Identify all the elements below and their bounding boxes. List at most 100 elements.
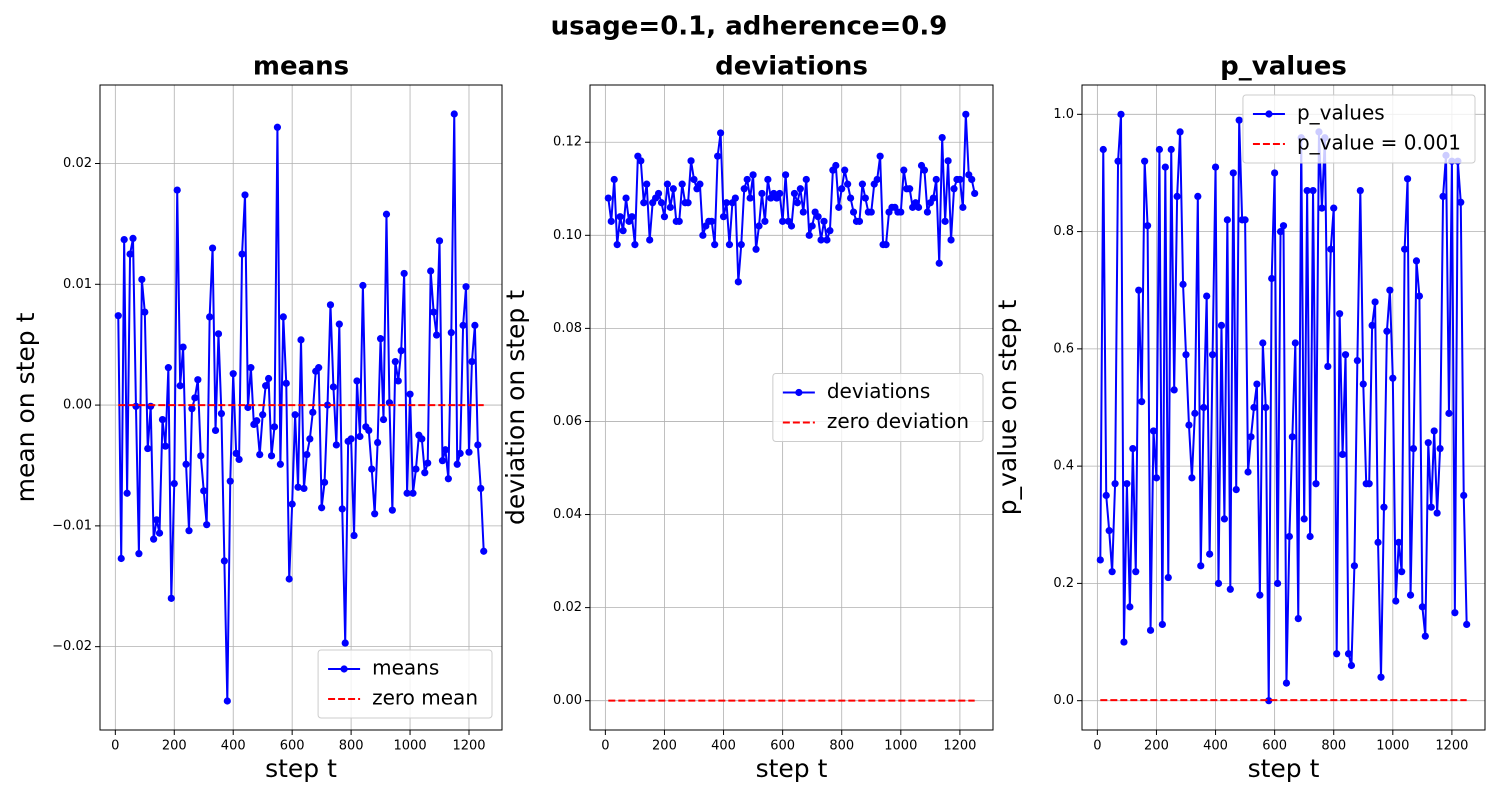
data-point [631,241,639,249]
y-tick-label: 0.0 [1053,693,1074,708]
data-point [200,487,208,495]
data-point [1409,444,1418,453]
data-point [1235,116,1243,124]
data-point [432,331,441,339]
data-point [114,312,122,320]
data-point [1138,398,1146,406]
data-point [844,180,852,188]
data-point [755,222,763,230]
y-tick-label: 0.2 [1053,576,1074,591]
data-point [699,231,707,239]
data-point [1105,527,1113,535]
data-point [150,535,158,543]
data-point [752,245,760,253]
data-point [267,452,276,460]
data-point [194,376,202,384]
data-point [1436,444,1444,453]
data-point [132,402,140,410]
y-tick-label: 0.12 [553,135,582,150]
data-point [315,364,323,372]
data-point [418,435,426,443]
data-point [217,409,226,418]
data-point [235,455,243,464]
data-point [1211,163,1220,171]
legend-label: p_value = 0.001 [1297,131,1461,155]
data-point [808,222,816,230]
data-point [167,594,175,602]
data-point [1371,298,1379,306]
data-point [1306,532,1314,541]
data-point [1114,157,1122,165]
data-point [320,478,329,486]
y-axis-label: mean on step t [11,312,40,502]
data-point [920,166,929,174]
data-point [288,500,296,508]
data-point [1214,579,1223,588]
data-point [359,281,367,290]
data-point [1300,515,1308,523]
data-point [746,194,754,202]
data-point [1259,339,1267,347]
data-point [740,185,748,193]
data-point [397,347,405,355]
data-point [382,210,391,218]
data-point [749,171,757,179]
data-point [341,639,349,647]
data-point [424,459,432,467]
legend-box [772,373,984,442]
data-point [465,448,473,456]
y-tick-label: 0.4 [1053,459,1074,474]
data-point [291,411,299,419]
data-point [1179,280,1187,288]
data-point [758,189,766,198]
data-point [279,313,287,321]
data-point [1271,169,1279,177]
data-point [438,457,447,465]
data-point [1312,480,1320,488]
legend-box [1242,94,1476,164]
data-point [1380,503,1388,511]
data-point [1164,573,1172,582]
data-point [787,222,796,230]
x-tick-label: 600 [1262,739,1287,754]
legend-marker [795,388,803,397]
axes-title: p_values [1220,52,1347,82]
data-point [262,382,270,390]
data-point [335,320,343,328]
data-point [604,194,612,202]
data-point [1126,603,1134,611]
data-point [719,213,728,221]
y-tick-label: 1.0 [1053,107,1074,122]
data-point [303,451,311,459]
data-point [400,269,408,278]
data-point [394,377,402,385]
data-point [409,489,417,497]
data-point [790,189,799,198]
data-point [1294,614,1302,623]
data-point [338,505,346,513]
data-point [468,358,476,366]
x-tick-label: 0 [111,739,119,754]
data-point [147,402,155,410]
data-point [734,278,742,286]
data-point [350,531,358,540]
data-point [781,171,790,179]
data-point [1327,245,1335,253]
data-point [1143,222,1152,230]
data-point [1152,474,1161,482]
data-point [365,426,373,435]
data-point [453,460,461,468]
data-point [379,415,388,424]
data-point [388,506,396,514]
data-point [1398,568,1406,576]
data-point [711,241,719,249]
data-point [1158,620,1166,629]
series-line [1099,114,1468,701]
data-point [1412,257,1421,265]
data-point [1333,650,1341,658]
data-point [1262,403,1270,412]
x-tick-label: 400 [1203,739,1228,754]
data-point [1141,157,1149,165]
data-point [637,157,645,165]
data-point [835,203,843,211]
